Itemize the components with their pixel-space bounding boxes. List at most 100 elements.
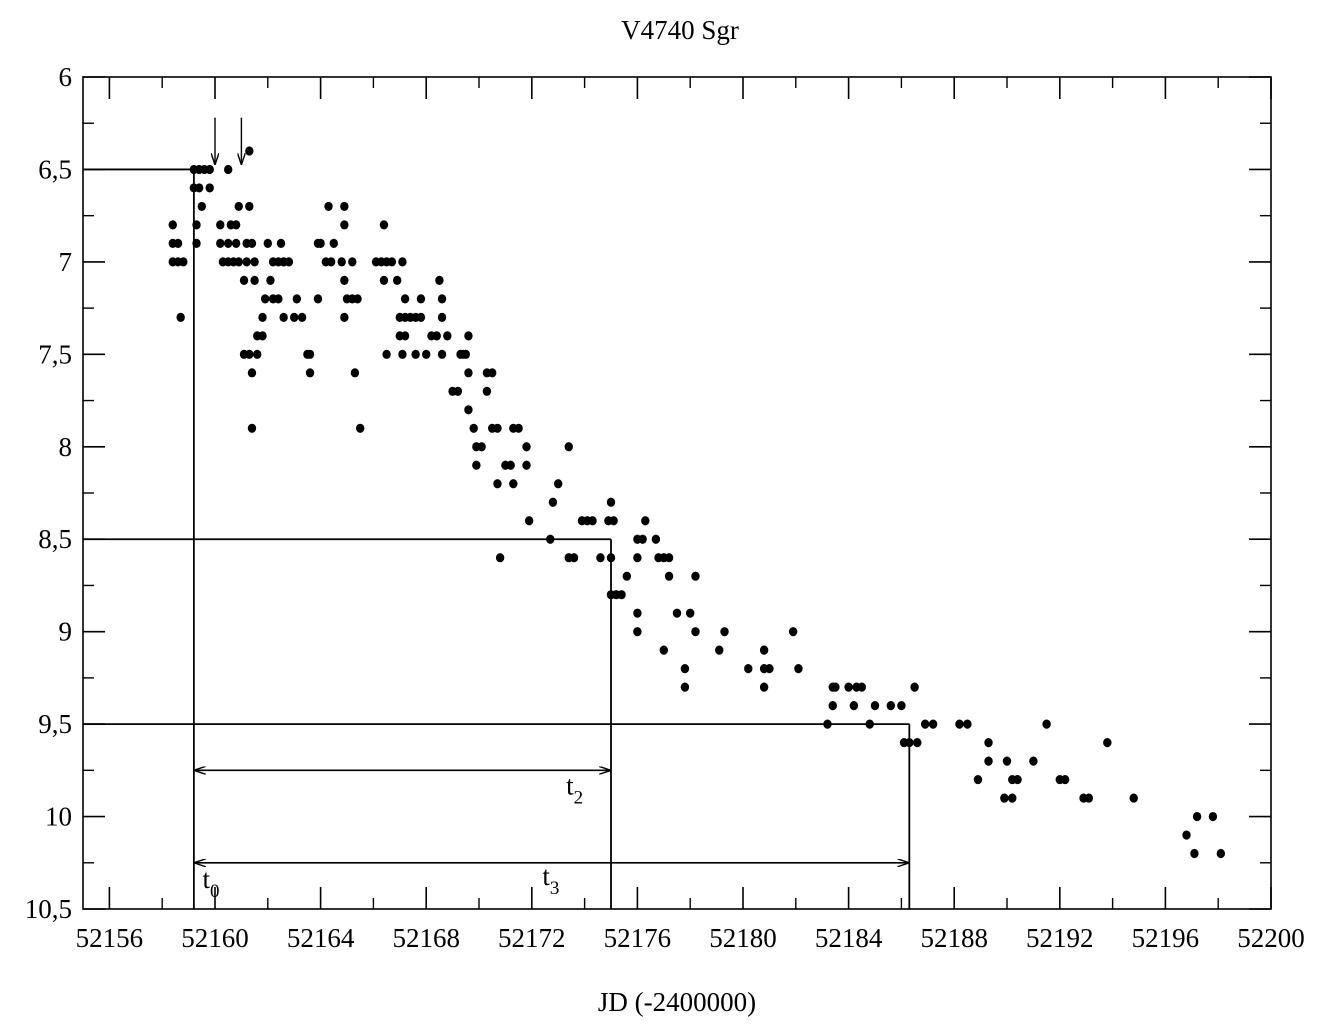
- data-point: [564, 442, 573, 452]
- data-point: [617, 590, 626, 600]
- chart-title: V4740 Sgr: [621, 15, 739, 45]
- y-tick-label: 8,5: [38, 524, 72, 554]
- data-point: [506, 460, 515, 470]
- data-point: [305, 368, 315, 378]
- data-point: [453, 386, 463, 396]
- data-point: [176, 312, 185, 322]
- data-point: [469, 423, 478, 433]
- data-point: [1084, 793, 1094, 803]
- data-point: [437, 349, 447, 359]
- interval-label-subscript: 3: [550, 878, 560, 899]
- data-point: [759, 645, 769, 655]
- data-point: [984, 738, 993, 748]
- data-point: [279, 312, 288, 322]
- data-point: [313, 294, 323, 304]
- data-point: [245, 201, 254, 212]
- data-point: [245, 146, 254, 156]
- data-point: [464, 405, 473, 415]
- data-point: [482, 368, 492, 378]
- data-point: [398, 349, 407, 359]
- data-point: [348, 257, 357, 267]
- data-point: [691, 571, 700, 581]
- data-point: [522, 442, 531, 452]
- data-point: [641, 516, 650, 526]
- y-tick-label: 6: [59, 62, 73, 92]
- data-point: [356, 423, 365, 433]
- data-point: [472, 460, 481, 470]
- y-tick-label: 10,5: [25, 894, 72, 924]
- data-point: [290, 312, 299, 322]
- x-tick-label: 52160: [181, 923, 249, 953]
- data-point: [258, 331, 267, 341]
- data-point: [387, 257, 397, 267]
- data-point: [905, 738, 914, 748]
- data-point: [247, 238, 257, 248]
- data-point: [659, 645, 668, 655]
- data-point: [1182, 830, 1191, 840]
- x-axis-label: JD (-2400000): [598, 987, 756, 1017]
- data-point: [258, 312, 267, 322]
- data-point: [1208, 811, 1218, 822]
- data-point: [247, 423, 257, 433]
- data-point: [1216, 848, 1226, 859]
- data-point: [340, 201, 349, 212]
- data-point: [638, 534, 647, 544]
- data-point: [205, 183, 214, 193]
- data-point: [260, 294, 270, 304]
- x-tick-label: 52176: [604, 923, 672, 953]
- data-point: [865, 719, 874, 729]
- data-point: [263, 238, 272, 248]
- data-point: [831, 682, 840, 692]
- data-point: [250, 275, 259, 285]
- data-point: [1008, 793, 1017, 803]
- data-point: [548, 497, 558, 507]
- data-point: [247, 368, 257, 378]
- y-tick-label: 9,5: [38, 709, 72, 739]
- plot-frame: [82, 76, 1272, 910]
- data-point: [400, 294, 410, 304]
- data-point: [173, 238, 183, 248]
- data-point: [928, 719, 938, 729]
- y-tick-label: 7: [59, 247, 73, 277]
- data-point: [224, 164, 233, 175]
- data-point: [274, 294, 283, 304]
- data-point: [913, 738, 922, 748]
- data-point: [443, 331, 452, 341]
- data-point: [606, 553, 616, 563]
- data-point: [973, 774, 983, 785]
- data-point: [458, 349, 468, 359]
- y-tick-label: 10: [45, 802, 72, 832]
- data-point: [1060, 774, 1070, 785]
- data-point: [253, 349, 262, 359]
- data-point: [276, 238, 286, 248]
- data-point: [984, 756, 993, 766]
- x-tick-label: 52184: [815, 923, 883, 953]
- data-point: [495, 553, 505, 563]
- data-point: [194, 183, 204, 193]
- data-point: [524, 516, 534, 526]
- data-point: [266, 275, 275, 285]
- data-point: [292, 294, 302, 304]
- data-point: [324, 201, 333, 212]
- data-point: [1029, 756, 1038, 766]
- tick-labels: 52156 52160 52164 52168 52172 52176 52180 52184…: [25, 62, 1305, 953]
- data-point: [844, 682, 853, 692]
- data-point: [234, 201, 243, 212]
- data-point: [464, 368, 473, 378]
- data-point: [759, 682, 769, 692]
- data-point: [886, 701, 896, 711]
- data-point: [955, 719, 964, 729]
- data-point: [633, 627, 642, 637]
- data-point: [326, 257, 336, 267]
- x-tick-label: 52192: [1026, 923, 1094, 953]
- y-tick-label: 8: [59, 432, 73, 462]
- data-point: [691, 627, 700, 637]
- data-point: [192, 220, 201, 230]
- data-point: [340, 275, 349, 285]
- data-point: [522, 460, 531, 470]
- data-point: [245, 349, 254, 359]
- data-point: [379, 220, 389, 230]
- data-point: [910, 682, 919, 692]
- data-point: [823, 719, 832, 729]
- data-point: [340, 220, 349, 230]
